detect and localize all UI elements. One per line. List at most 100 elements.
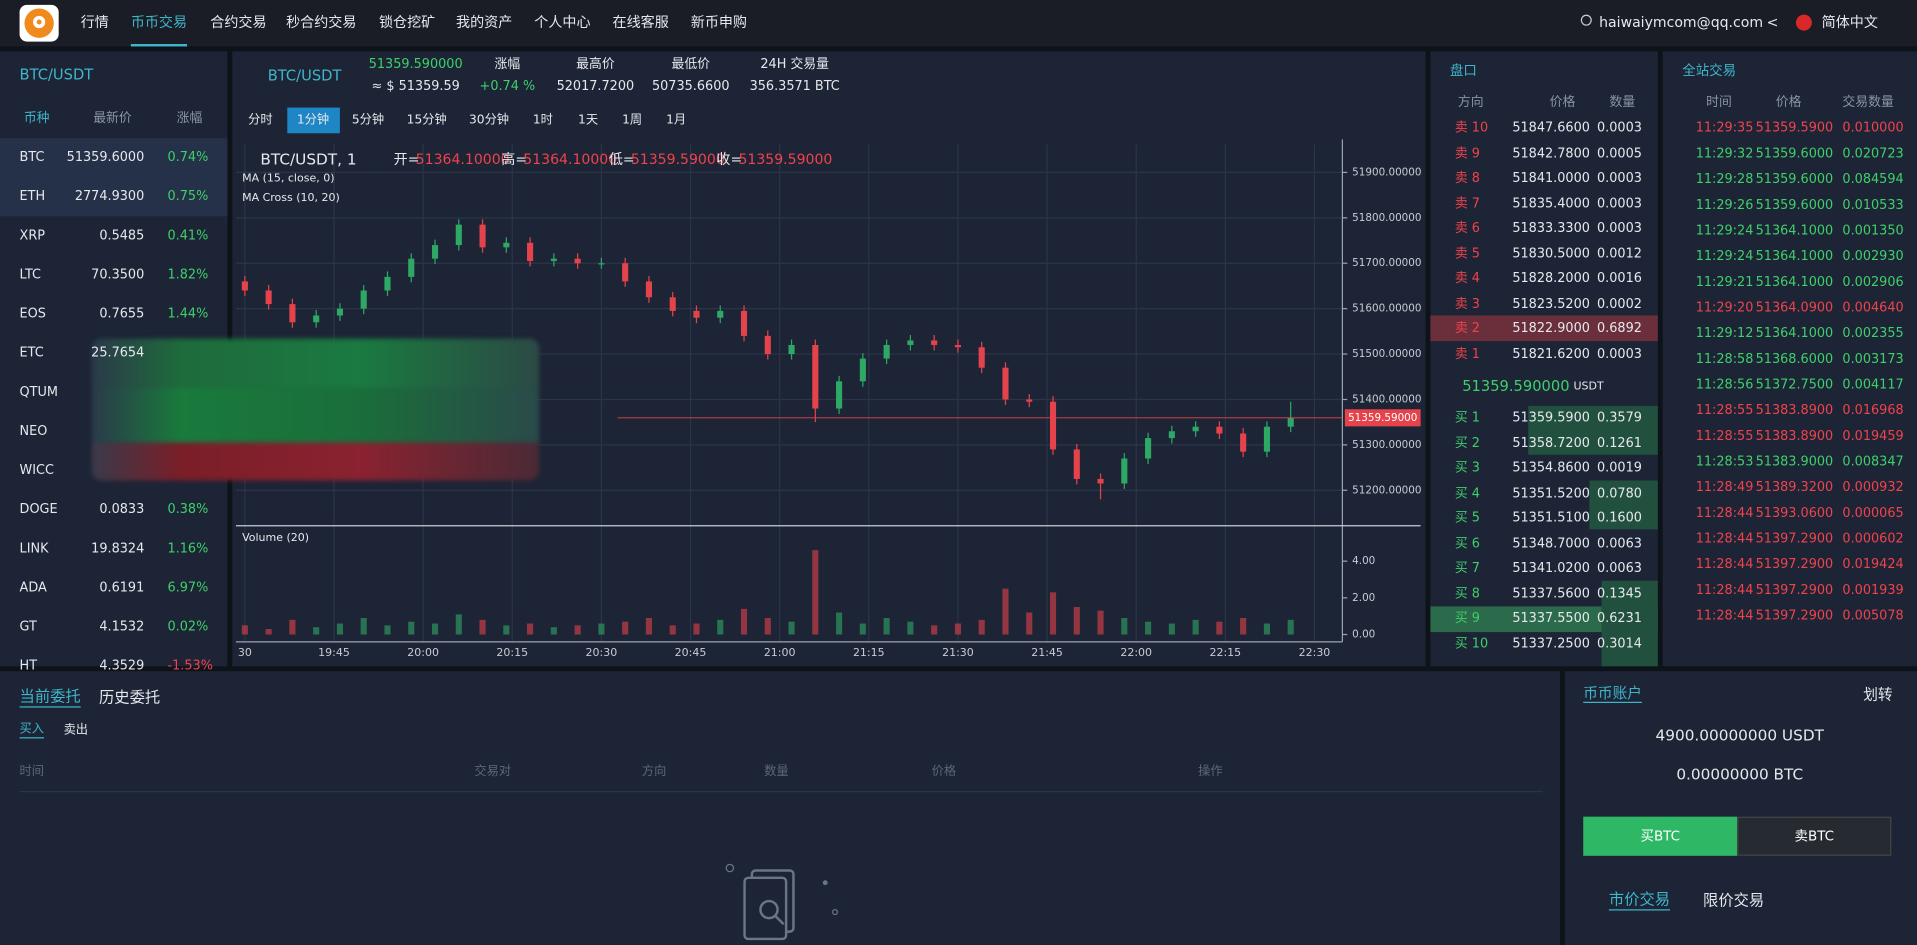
change: 0.38%: [167, 502, 209, 517]
last-price: 4.3529: [99, 658, 145, 674]
interval-active[interactable]: [287, 107, 340, 134]
account-title[interactable]: 币币账户: [1583, 684, 1642, 703]
candle-body: [550, 258, 557, 261]
trade-price: 51364.0900: [1755, 300, 1834, 316]
interval[interactable]: 1天: [578, 113, 599, 128]
change: 0.41%: [167, 228, 209, 243]
coin[interactable]: ETC: [19, 345, 44, 361]
interval[interactable]: 分时: [248, 113, 273, 128]
trade-time: 11:28:44: [1695, 505, 1754, 521]
volume-bar: [836, 612, 843, 635]
logo[interactable]: [19, 4, 59, 42]
coin[interactable]: GT: [19, 619, 37, 635]
column-header: 涨幅: [176, 110, 203, 126]
volume-bar: [1168, 623, 1175, 635]
coin[interactable]: QTUM: [19, 384, 58, 400]
x-tick-label: 21:30: [942, 646, 974, 659]
transfer[interactable]: 划转: [1863, 685, 1893, 703]
nav-item[interactable]: 个人中心: [534, 13, 591, 31]
interval[interactable]: 1分钟: [296, 113, 330, 128]
candle-body: [669, 297, 676, 311]
nav-item[interactable]: 锁仓挖矿: [378, 13, 436, 31]
amount: 0.0002: [1596, 296, 1642, 311]
coin[interactable]: LTC: [19, 267, 42, 283]
dropdown-caret[interactable]: <: [1766, 13, 1779, 31]
amount: 0.0003: [1596, 346, 1642, 361]
column-header: 价格: [1775, 95, 1802, 110]
coin[interactable]: BTC: [19, 150, 45, 165]
trade-price: 51383.8900: [1755, 428, 1834, 444]
candle-body: [1026, 399, 1033, 402]
nav-item[interactable]: 秒合约交易: [286, 13, 357, 31]
trade-amount: 0.016968: [1842, 403, 1904, 418]
coin[interactable]: LINK: [19, 541, 49, 556]
coin[interactable]: XRP: [19, 228, 46, 243]
volume-bar: [408, 621, 415, 635]
volume-bar: [717, 619, 724, 635]
nav-item[interactable]: 行情: [80, 13, 109, 31]
volume-bar: [431, 623, 439, 635]
coin[interactable]: ETH: [19, 189, 46, 204]
amount: 0.0019: [1596, 460, 1642, 476]
candle-body: [931, 340, 938, 345]
sell-button[interactable]: [1737, 816, 1892, 856]
candle-body: [574, 258, 581, 264]
change: 1.44%: [167, 306, 209, 322]
x-tick-label: 21:00: [764, 646, 796, 659]
coin[interactable]: ADA: [19, 580, 47, 596]
candle-body: [836, 381, 843, 409]
x-tick-label: 21:45: [1031, 646, 1063, 659]
amount: 0.1261: [1596, 435, 1642, 451]
last-price: 0.6191: [99, 580, 145, 596]
nav-item[interactable]: 新币申购: [690, 13, 747, 31]
side: 买 3: [1454, 460, 1480, 476]
side-tab[interactable]: 卖出: [63, 723, 89, 738]
buy-label[interactable]: 买BTC: [1640, 828, 1681, 845]
sell-label[interactable]: 卖BTC: [1794, 828, 1835, 845]
volume-bar: [954, 623, 961, 635]
coin[interactable]: HT: [19, 658, 38, 674]
bid-depth: [1601, 580, 1658, 667]
amount: 0.0063: [1596, 560, 1642, 576]
trade-time: 11:28:55: [1695, 428, 1754, 444]
tab[interactable]: 历史委托: [99, 688, 161, 707]
interval[interactable]: 1时: [532, 113, 553, 128]
nav-item[interactable]: 合约交易: [210, 13, 267, 31]
candle-body: [859, 358, 866, 382]
trade-time: 11:29:35: [1695, 120, 1754, 136]
user-email[interactable]: haiwaiymcom@qq.com: [1599, 13, 1764, 31]
side-tab[interactable]: 买入: [19, 723, 45, 739]
interval[interactable]: 1月: [666, 113, 687, 128]
panel-title: 全站交易: [1682, 62, 1737, 79]
interval[interactable]: 15分钟: [406, 113, 447, 128]
empty-icon: [725, 863, 839, 941]
interval[interactable]: 30分钟: [469, 113, 510, 128]
trade-price: 51393.0600: [1755, 505, 1834, 521]
coin[interactable]: DOGE: [19, 502, 58, 517]
interval[interactable]: 1周: [622, 113, 643, 128]
tab[interactable]: 当前委托: [19, 686, 81, 707]
coin[interactable]: EOS: [19, 306, 46, 322]
language[interactable]: 简体中文: [1821, 13, 1878, 31]
trade-time: 11:29:24: [1695, 249, 1754, 264]
price: 51351.5200: [1512, 485, 1590, 501]
price: 51833.3300: [1512, 220, 1590, 236]
coin[interactable]: NEO: [19, 423, 48, 439]
trade-amount: 0.004117: [1842, 377, 1904, 393]
nav-item[interactable]: 我的资产: [456, 13, 513, 31]
trade-time: 11:28:44: [1695, 531, 1754, 547]
price: 51822.9000: [1512, 321, 1590, 336]
trade-tab[interactable]: 限价交易: [1703, 890, 1765, 910]
interval[interactable]: 5分钟: [351, 113, 385, 128]
column-header: 方向: [641, 765, 667, 779]
buy-button[interactable]: [1583, 816, 1738, 856]
candle-body: [1263, 426, 1270, 452]
volume-bar: [265, 629, 272, 635]
nav-item[interactable]: 在线客服: [612, 13, 669, 31]
trade-price: 51368.6000: [1755, 351, 1834, 367]
price: 51841.0000: [1512, 170, 1590, 186]
nav-item[interactable]: 币币交易: [130, 13, 188, 31]
trade-tab[interactable]: 市价交易: [1608, 889, 1671, 910]
trade-amount: 0.084594: [1842, 172, 1904, 187]
coin[interactable]: WICC: [19, 463, 54, 478]
